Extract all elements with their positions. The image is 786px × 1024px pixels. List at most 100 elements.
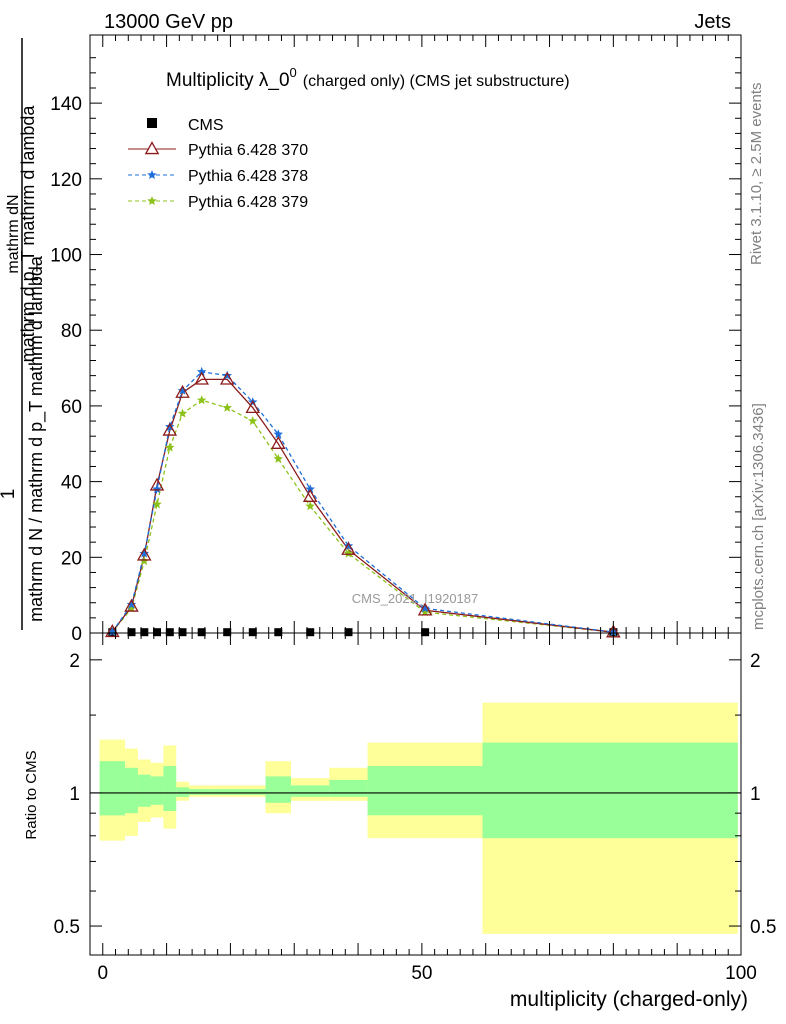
- cms-data-point: [178, 628, 187, 637]
- marker-p370: [219, 371, 235, 385]
- y-tick-label: 0: [71, 624, 82, 645]
- ratio-axes: 0.5 0.5 1 1 2 2 0 50 100: [54, 633, 776, 984]
- analysis-tag: CMS_2021_I1920187: [352, 591, 479, 606]
- marker-p379: [152, 499, 162, 509]
- ratio-band-inner: [214, 789, 240, 795]
- cms-data-point: [140, 628, 149, 637]
- series-line-p379: [111, 399, 614, 633]
- marker-p378: [126, 599, 137, 609]
- y-tick-label: 40: [61, 473, 82, 494]
- ratio-plot-frame: [89, 632, 742, 956]
- marker-p370: [341, 541, 356, 555]
- legend-label-p370: Pythia 6.428 370: [188, 142, 308, 159]
- mcplots-source-label: mcplots.cern.ch [arXiv:1306.3436]: [750, 403, 767, 630]
- plot-title-tail: (charged only) (CMS jet substructure): [303, 73, 570, 90]
- cms-data-point: [421, 628, 430, 637]
- main-y-axis: 0 20 40 60 80 100 120 140: [50, 57, 741, 645]
- ratio-band-inner: [329, 779, 368, 797]
- main-x-ticks: [102, 35, 742, 633]
- y-label-denominator: mathrm d N / mathrm d p_T mathrm d lambd…: [26, 255, 47, 622]
- y-tick-label: 60: [61, 397, 82, 418]
- y-tick-label: 100: [50, 246, 82, 267]
- legend: CMS Pythia 6.428 370 Pythia 6.428 378 Py…: [128, 117, 308, 211]
- cms-data-point: [197, 628, 206, 637]
- marker-p370: [136, 547, 152, 561]
- y-tick-label: 120: [50, 170, 82, 191]
- ratio-y-tick-label-left: 1: [69, 784, 80, 805]
- rivet-version-label: Rivet 3.1.10, ≥ 2.5M events: [748, 83, 765, 266]
- ratio-y-tick-label-right: 2: [750, 651, 761, 672]
- marker-p378: [305, 484, 315, 494]
- header-category-label: Jets: [694, 11, 731, 33]
- cms-data-point: [165, 628, 174, 637]
- marker-p378: [107, 626, 118, 636]
- ratio-y-tick-label-left: 2: [69, 651, 80, 672]
- ratio-x-axis-label: multiplicity (charged-only): [510, 988, 748, 1011]
- ratio-plot-content: [90, 702, 741, 934]
- main-plot-content: [105, 366, 621, 638]
- legend-label-p378: Pythia 6.428 378: [188, 168, 308, 185]
- ratio-band-inner: [125, 767, 138, 814]
- marker-p370: [194, 371, 209, 385]
- marker-p370: [124, 598, 139, 612]
- marker-p378: [139, 548, 149, 558]
- cms-data-point: [153, 628, 161, 637]
- main-y-axis-label: 1 mathrm dN mathrm d p_T mathrm d lambda…: [0, 38, 47, 630]
- marker-p370: [245, 399, 261, 414]
- cms-data-point: [127, 628, 136, 637]
- plot-title-main: Multiplicity λ_0: [166, 70, 290, 91]
- ratio-band-inner: [163, 766, 177, 811]
- ratio-band-inner: [291, 785, 330, 797]
- y-label-numerator-main: mathrm d p_T mathrm d lambda: [18, 105, 39, 363]
- marker-p370: [175, 384, 190, 398]
- ratio-band-inner: [482, 742, 738, 839]
- y-label-numerator-sub: mathrm dN: [5, 194, 22, 273]
- plot-title-superscript: 0: [290, 65, 297, 80]
- x-tick-label: 0: [98, 963, 109, 984]
- marker-p379: [222, 402, 232, 412]
- marker-p370: [149, 477, 165, 491]
- ratio-band-inner: [137, 774, 151, 807]
- legend-label-cms: CMS: [188, 117, 224, 134]
- ratio-y-tick-label-left: 0.5: [54, 917, 80, 938]
- ratio-band-inner: [188, 789, 215, 795]
- ratio-y-tick-label-right: 0.5: [750, 917, 776, 938]
- y-tick-label: 20: [61, 548, 82, 569]
- legend-label-p379: Pythia 6.428 379: [188, 194, 308, 211]
- marker-p379: [248, 416, 258, 426]
- ratio-band-inner: [367, 766, 483, 816]
- x-tick-label: 100: [725, 963, 757, 984]
- series-line-p370: [111, 378, 614, 633]
- marker-p379: [177, 408, 188, 418]
- y-label-numerator-one: 1: [0, 489, 19, 500]
- header-collision-label: 13000 GeV pp: [104, 11, 233, 33]
- ratio-y-axis-label: Ratio to CMS: [23, 750, 40, 839]
- marker-p378: [177, 385, 188, 395]
- marker-p379: [126, 603, 137, 613]
- marker-p378: [152, 484, 162, 494]
- series-line-p378: [111, 371, 614, 633]
- cms-data-point: [248, 628, 257, 637]
- marker-p379: [273, 453, 283, 463]
- marker-p370: [162, 422, 178, 436]
- ratio-band-inner: [150, 776, 164, 805]
- legend-marker-p379: [147, 196, 157, 205]
- legend-marker-cms: [147, 118, 157, 128]
- plot-title: Multiplicity λ_00 (charged only) (CMS jet…: [166, 65, 570, 91]
- cms-data-point: [274, 628, 283, 637]
- marker-p378: [196, 366, 207, 376]
- ratio-y-tick-label-right: 1: [750, 784, 761, 805]
- marker-p370: [302, 488, 318, 502]
- marker-p379: [305, 501, 315, 511]
- ratio-band-inner: [265, 776, 291, 803]
- cms-data-point: [344, 628, 353, 637]
- legend-marker-p378: [147, 170, 157, 179]
- ratio-band-inner: [176, 787, 189, 797]
- marker-p378: [420, 603, 430, 613]
- cms-data-point: [223, 628, 232, 637]
- marker-p378: [273, 429, 283, 439]
- y-tick-label: 80: [61, 321, 82, 342]
- marker-p379: [165, 442, 175, 452]
- marker-p370: [270, 435, 286, 449]
